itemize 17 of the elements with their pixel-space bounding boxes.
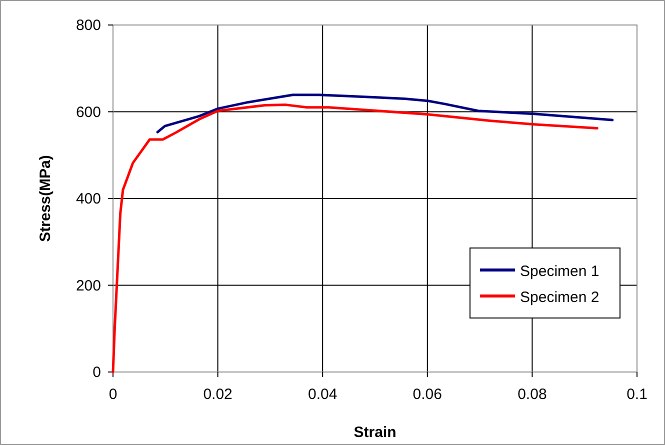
y-tick-label: 400 [76, 190, 101, 208]
y-tick-label: 800 [76, 17, 101, 34]
legend-label: Specimen 1 [520, 263, 600, 280]
legend-label: Specimen 2 [520, 289, 600, 306]
y-axis-title: Stress(MPa) [37, 155, 54, 242]
x-tick-label: 0.02 [203, 386, 232, 403]
x-tick-label: 0 [108, 386, 118, 403]
x-tick-label: 0.04 [308, 386, 338, 403]
x-tick-label: 0.06 [412, 386, 442, 403]
line-series [156, 94, 614, 134]
x-axis-title: Strain [354, 424, 396, 441]
x-tick-label: 0.1 [626, 386, 648, 403]
y-tick-label: 200 [76, 277, 101, 294]
x-tick-label: 0.08 [518, 386, 547, 403]
line-series [112, 104, 598, 374]
y-tick-label: 600 [76, 104, 101, 121]
y-tick-label: 0 [92, 364, 101, 381]
